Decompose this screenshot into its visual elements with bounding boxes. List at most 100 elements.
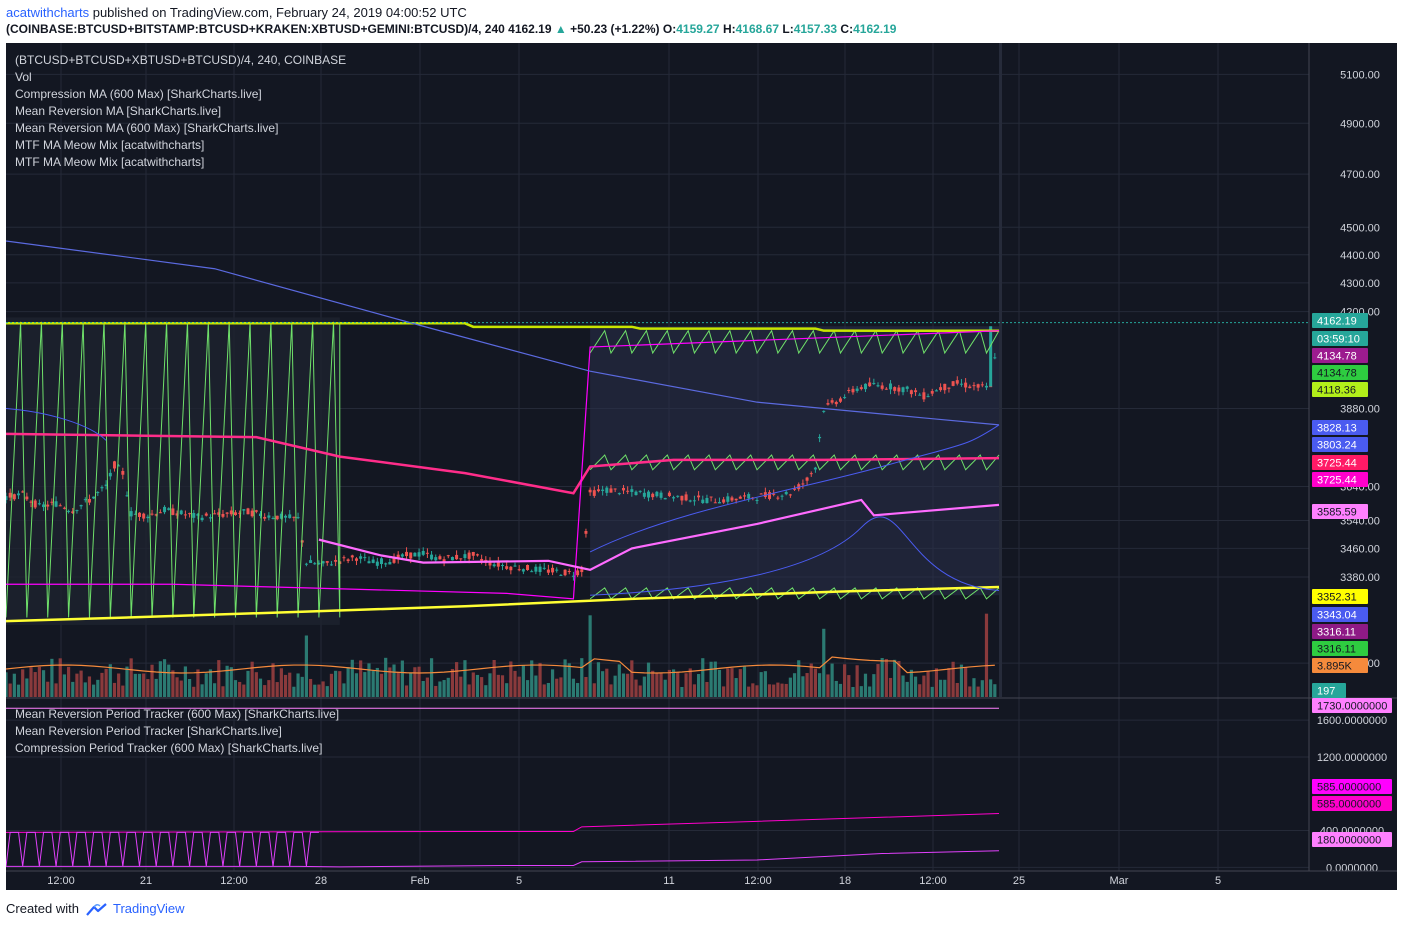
volume-bar bbox=[213, 683, 217, 697]
candle-body bbox=[709, 496, 713, 498]
candle-body bbox=[104, 484, 108, 486]
candle-body bbox=[6, 496, 8, 501]
series-line bbox=[318, 498, 1000, 571]
candle-body bbox=[33, 500, 37, 508]
volume-bar bbox=[41, 670, 46, 697]
legend-volume[interactable]: Vol bbox=[15, 70, 32, 84]
lower-axis-tick: 1600.0000000 bbox=[1317, 715, 1387, 727]
volume-bar bbox=[392, 664, 396, 697]
volume-bar bbox=[467, 684, 471, 697]
candle-body bbox=[380, 558, 384, 565]
candle-body bbox=[138, 512, 142, 517]
candle-body bbox=[71, 511, 75, 514]
footer: Created with TradingView bbox=[6, 901, 185, 917]
volume-bar bbox=[471, 672, 475, 697]
price-tag bbox=[1312, 589, 1368, 604]
candle-body bbox=[129, 511, 133, 517]
candle-body bbox=[54, 501, 58, 507]
candle-body bbox=[763, 492, 767, 497]
candle-body bbox=[259, 513, 263, 517]
volume-bar bbox=[913, 676, 918, 697]
legend-compression-ma[interactable]: Compression MA (600 Max) [SharkCharts.li… bbox=[15, 87, 262, 101]
volume-bar bbox=[747, 686, 751, 697]
volume-bar bbox=[104, 668, 108, 697]
volume-bar bbox=[980, 680, 984, 697]
volume-bar bbox=[196, 669, 200, 697]
candle-body bbox=[342, 557, 346, 559]
candle-body bbox=[450, 557, 454, 561]
price-tag-label: 3585.59 bbox=[1317, 507, 1357, 519]
volume-bar bbox=[550, 669, 555, 697]
candle-body bbox=[955, 380, 959, 384]
volume-bar bbox=[834, 680, 838, 697]
candle-body bbox=[647, 491, 651, 498]
candle-body bbox=[621, 487, 625, 491]
legend-mean-reversion-ma[interactable]: Mean Reversion MA [SharkCharts.live] bbox=[15, 104, 222, 118]
candle-body bbox=[964, 382, 968, 388]
volume-bar bbox=[684, 673, 688, 697]
chart-canvas[interactable]: 5100.00 4900.00 4700.00 4500.00 4400.00 4300.… bbox=[6, 43, 1397, 890]
candle-body bbox=[947, 387, 951, 389]
volume-bar bbox=[830, 663, 834, 697]
price-tag-label: 03:59:10 bbox=[1317, 334, 1360, 346]
candle-body bbox=[325, 561, 329, 563]
close-value: 4162.19 bbox=[853, 22, 897, 36]
volume-bar bbox=[200, 684, 204, 697]
candle-body bbox=[21, 491, 25, 493]
volume-bar bbox=[584, 676, 588, 697]
volume-bar bbox=[488, 673, 492, 697]
candle-body bbox=[859, 387, 863, 390]
candle-body bbox=[46, 504, 50, 507]
volume-bar bbox=[6, 672, 8, 697]
time-axis-tick: Feb bbox=[411, 875, 430, 887]
tracker-tag bbox=[1312, 779, 1392, 794]
last-price: 4162.19 bbox=[508, 22, 552, 36]
candle-body bbox=[196, 513, 200, 516]
tradingview-link[interactable]: TradingView bbox=[113, 901, 185, 916]
candle-body bbox=[834, 401, 838, 405]
time-axis-tick: 18 bbox=[839, 875, 851, 887]
volume-bar bbox=[62, 674, 67, 697]
candle-body bbox=[79, 504, 83, 507]
legend-mean-reversion-ma-600[interactable]: Mean Reversion MA (600 Max) [SharkCharts… bbox=[15, 121, 279, 135]
legend-mtf-ma-1[interactable]: MTF MA Meow Mix [acatwithcharts] bbox=[15, 138, 205, 152]
candle-body bbox=[776, 497, 780, 499]
price-tag-label: 4118.36 bbox=[1317, 385, 1356, 397]
candle-body bbox=[688, 500, 692, 502]
open-value: 4159.27 bbox=[676, 22, 720, 36]
volume-bar bbox=[129, 658, 133, 697]
legend-mr-period[interactable]: Mean Reversion Period Tracker [SharkChar… bbox=[15, 724, 282, 738]
volume-bar bbox=[429, 658, 434, 697]
volume-bar bbox=[117, 673, 121, 697]
author-link[interactable]: acatwithcharts bbox=[6, 5, 90, 20]
volume-bar bbox=[313, 684, 317, 697]
volume-bar bbox=[12, 673, 16, 697]
candle-body bbox=[672, 497, 676, 499]
volume-bar bbox=[171, 670, 175, 697]
candle-body bbox=[434, 557, 438, 561]
legend-symbol[interactable]: (BTCUSD+BTCUSD+XBTUSD+BTCUSD)/4, 240, CO… bbox=[15, 53, 347, 67]
volume-bar bbox=[83, 682, 87, 697]
volume-bar bbox=[851, 686, 855, 697]
legend-mr-period-600[interactable]: Mean Reversion Period Tracker (600 Max) … bbox=[15, 707, 340, 721]
candle-body bbox=[788, 494, 792, 496]
volume-bar bbox=[263, 685, 267, 697]
volume-bar bbox=[676, 672, 680, 697]
price-axis: 5100.00 4900.00 4700.00 4500.00 4400.00 4300.… bbox=[1312, 69, 1392, 874]
volume-bar bbox=[100, 672, 104, 697]
candle-body bbox=[972, 385, 976, 387]
legend-compression-period[interactable]: Compression Period Tracker (600 Max) [Sh… bbox=[15, 741, 323, 755]
volume-bar bbox=[187, 678, 192, 697]
volume-bar bbox=[763, 671, 767, 697]
price-tag bbox=[1312, 348, 1368, 363]
volume-bar bbox=[87, 676, 92, 697]
candle-body bbox=[313, 563, 317, 565]
volume-bar bbox=[463, 660, 467, 697]
legend-mtf-ma-2[interactable]: MTF MA Meow Mix [acatwithcharts] bbox=[15, 155, 205, 169]
tracker-line bbox=[6, 813, 1000, 833]
candle-body bbox=[213, 513, 217, 515]
candle-body bbox=[384, 563, 388, 565]
candle-body bbox=[87, 498, 91, 503]
volume-bar bbox=[192, 686, 196, 697]
price-axis-tick: 4900.00 bbox=[1340, 118, 1380, 130]
